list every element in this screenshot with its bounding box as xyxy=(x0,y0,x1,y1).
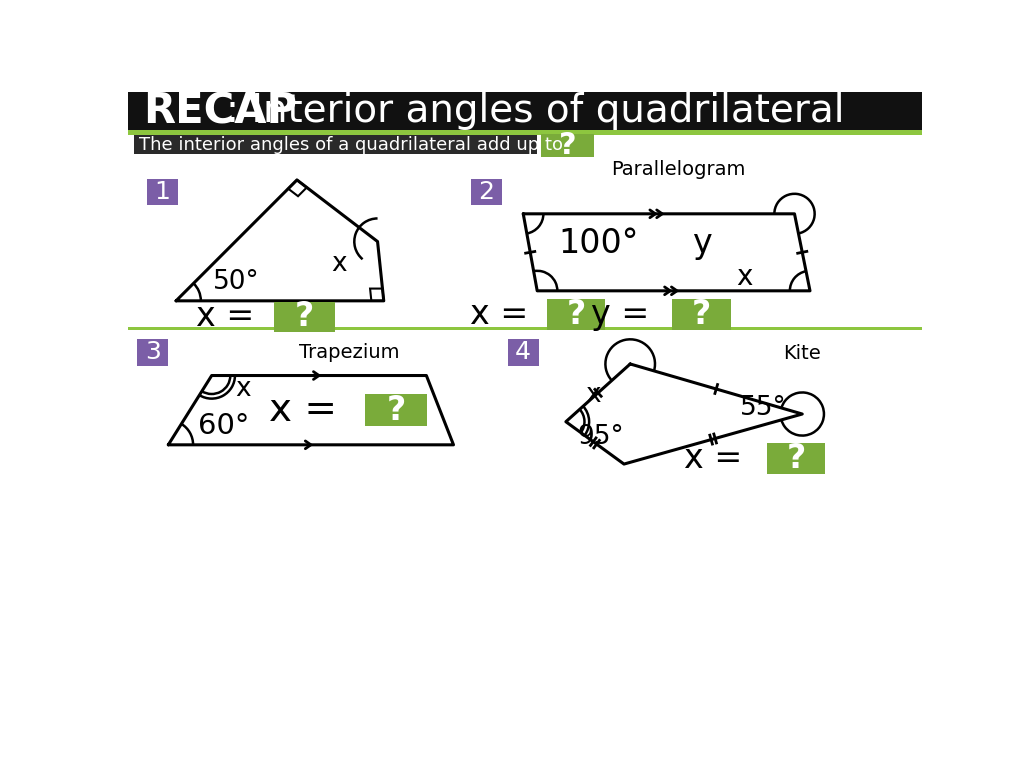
FancyBboxPatch shape xyxy=(146,179,177,205)
Text: Parallelogram: Parallelogram xyxy=(611,160,745,179)
FancyBboxPatch shape xyxy=(541,134,594,157)
FancyBboxPatch shape xyxy=(128,92,922,131)
FancyBboxPatch shape xyxy=(128,130,922,134)
Text: 50°: 50° xyxy=(213,270,260,296)
Text: y =: y = xyxy=(591,298,649,331)
Text: ?: ? xyxy=(786,442,806,475)
Text: 4: 4 xyxy=(515,340,531,365)
FancyBboxPatch shape xyxy=(767,443,825,474)
Text: x: x xyxy=(585,382,601,408)
FancyBboxPatch shape xyxy=(134,135,538,154)
Text: 1: 1 xyxy=(155,180,170,204)
Text: Trapezium: Trapezium xyxy=(299,343,399,362)
Text: ?: ? xyxy=(386,394,406,427)
FancyBboxPatch shape xyxy=(366,394,427,426)
Text: The interior angles of a quadrilateral add up to: The interior angles of a quadrilateral a… xyxy=(139,135,563,154)
Text: 55°: 55° xyxy=(740,395,786,421)
FancyBboxPatch shape xyxy=(508,339,539,366)
Text: x =: x = xyxy=(269,391,337,429)
Text: : Interior angles of quadrilateral: : Interior angles of quadrilateral xyxy=(225,92,844,131)
Text: 2: 2 xyxy=(478,180,494,204)
FancyBboxPatch shape xyxy=(274,302,335,333)
Text: 3: 3 xyxy=(144,340,161,365)
FancyBboxPatch shape xyxy=(673,300,730,330)
Text: y: y xyxy=(691,227,712,260)
Text: ?: ? xyxy=(559,131,577,160)
Text: 60°: 60° xyxy=(198,412,249,440)
Text: 100°: 100° xyxy=(558,227,639,260)
FancyBboxPatch shape xyxy=(471,179,502,205)
Text: ?: ? xyxy=(295,300,314,333)
Text: x: x xyxy=(234,376,251,402)
Text: 95°: 95° xyxy=(578,424,624,450)
Text: ?: ? xyxy=(566,298,586,331)
Text: Kite: Kite xyxy=(783,345,821,363)
Text: ?: ? xyxy=(692,298,711,331)
Text: RECAP: RECAP xyxy=(143,91,298,132)
Text: x: x xyxy=(331,251,346,277)
Text: x =: x = xyxy=(470,298,528,331)
Text: x =: x = xyxy=(684,442,742,475)
FancyBboxPatch shape xyxy=(128,327,922,330)
Text: x: x xyxy=(736,263,753,291)
FancyBboxPatch shape xyxy=(547,300,605,330)
Text: x =: x = xyxy=(196,300,254,333)
FancyBboxPatch shape xyxy=(137,339,168,366)
